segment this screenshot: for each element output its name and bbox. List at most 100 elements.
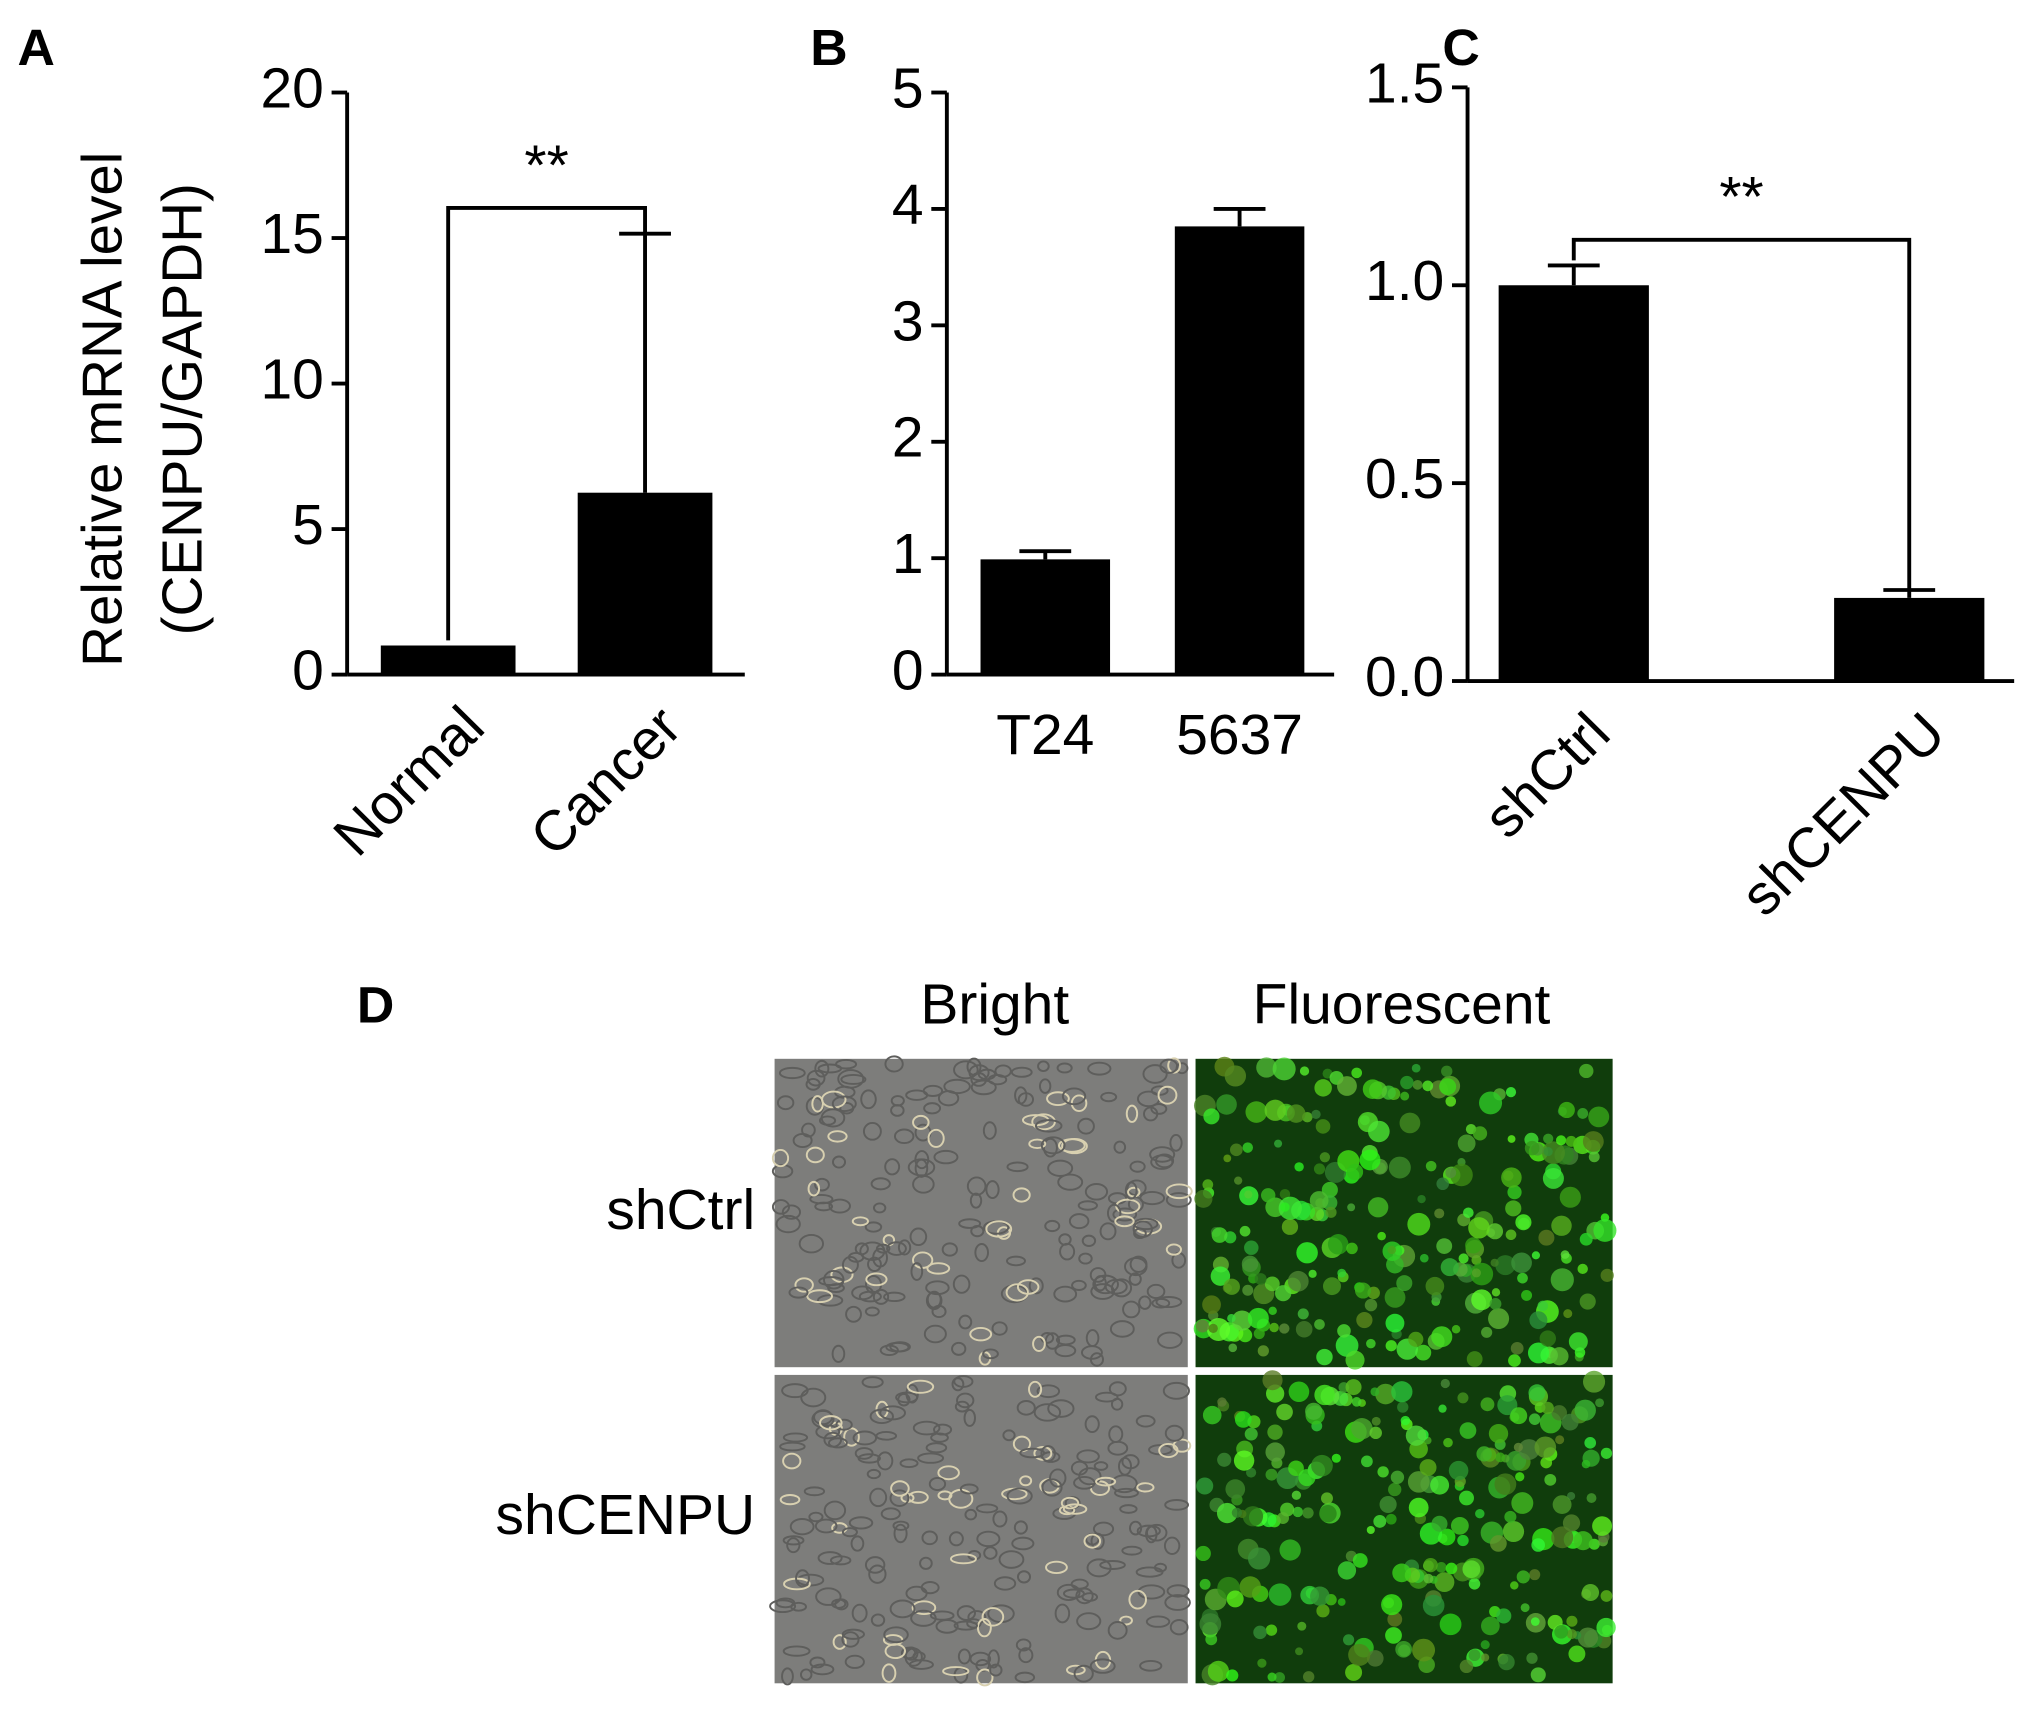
cell [917,1452,945,1464]
cell [860,1089,877,1110]
cell [1128,1589,1147,1610]
cell [1443,1437,1453,1448]
cell [1107,1621,1128,1640]
cell [1165,1183,1193,1200]
micrographs [769,1055,1617,1687]
cell [1113,1140,1127,1154]
cell [1138,1295,1152,1310]
cell [1078,1252,1093,1265]
cell [823,1269,845,1290]
cell [1488,1308,1510,1330]
cell [906,1379,935,1394]
cell [1223,1278,1240,1295]
cell [862,1121,882,1141]
cell [1019,1447,1046,1459]
cell [1267,1672,1277,1682]
cell [817,1063,843,1074]
cell [1100,1091,1118,1103]
cell [1287,1270,1309,1292]
cell [1028,1277,1044,1295]
cell [1058,1138,1086,1153]
cell [801,1122,816,1138]
bar [980,559,1111,675]
cell [1142,1064,1168,1084]
error-bar [619,231,671,493]
cell [981,1607,1005,1627]
cell [1527,1342,1550,1364]
cell [1062,1503,1088,1515]
cell [1274,1139,1283,1148]
cell [1210,1266,1231,1286]
cell [1582,1370,1606,1393]
cell [1299,1066,1310,1076]
cell [1316,1348,1333,1366]
cell [771,1149,790,1168]
cell [1226,1669,1239,1682]
cell [1234,1176,1243,1185]
cell [1163,1536,1181,1555]
cell [1345,1663,1363,1681]
cell [1036,1384,1061,1399]
cell [1567,1491,1576,1501]
cell [1110,1397,1124,1411]
cell [775,1597,796,1609]
cell [847,1251,865,1263]
bar [380,645,516,675]
cell [923,1102,942,1115]
cell [1435,1562,1447,1573]
cell [1400,1415,1411,1426]
cell [769,1599,797,1614]
cell [1579,1063,1594,1079]
cell [1233,1450,1255,1471]
cell [1244,1240,1259,1255]
cell [1388,1482,1402,1497]
cell [952,1274,971,1294]
cell [1135,1414,1156,1428]
cell [1225,1479,1246,1499]
cell [1543,1146,1553,1157]
cell [1047,1159,1074,1177]
cell [1480,1397,1495,1412]
cell [1529,1569,1541,1581]
cell [1114,1487,1139,1499]
cell [1540,1456,1553,1469]
cell [1164,1499,1190,1511]
cell [1093,1461,1109,1471]
cell [1314,1384,1335,1406]
cell [1371,1416,1381,1426]
cell [1194,1189,1213,1208]
y-tick-label: 1 [892,523,924,586]
cell [1005,1283,1029,1302]
cell [1385,1313,1405,1333]
cell [1276,1403,1293,1421]
cell [953,1620,979,1631]
y-tick-label: 0.0 [1365,646,1444,709]
cell [823,1431,843,1448]
cell [1265,1624,1278,1636]
cell [803,1486,826,1497]
cell [1302,1671,1315,1683]
cell [1373,1514,1387,1528]
cell [854,1447,874,1460]
cell [788,1286,809,1299]
cell [1362,1079,1383,1100]
cell [857,1453,881,1464]
cell [1268,1583,1292,1606]
cell [1164,1424,1185,1442]
cell [1550,1268,1574,1292]
cell [828,1198,851,1214]
cell [808,1511,824,1523]
significance-label: ** [1719,166,1763,229]
cell [969,1192,983,1209]
cell [1551,1526,1574,1549]
cell [868,1564,887,1584]
cell [883,1626,909,1644]
cell [1528,1384,1546,1402]
cell [864,1221,883,1233]
cell [989,1663,1003,1677]
cell [850,1535,865,1552]
cell [851,1285,874,1301]
cell [1431,1515,1448,1532]
cell [1040,1445,1056,1463]
cell [1260,1188,1276,1203]
